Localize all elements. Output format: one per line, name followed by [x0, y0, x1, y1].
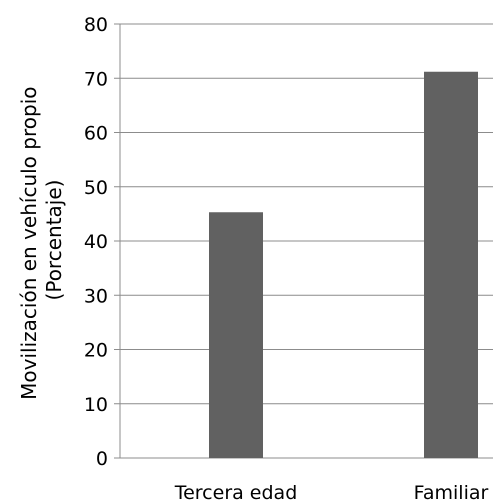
x-axis-labels: Tercera edad Familiar	[174, 482, 489, 501]
y-axis: 0 10 20 30 40 50 60 70 80	[84, 14, 121, 470]
bar-familiar	[424, 71, 478, 459]
y-tick-label: 80	[84, 14, 108, 36]
y-tick-label: 0	[96, 448, 108, 470]
y-tick-label: 20	[84, 340, 108, 362]
gridlines	[114, 23, 493, 459]
y-tick-label: 60	[84, 123, 108, 145]
y-tick-label: 70	[84, 68, 108, 90]
y-axis-label-line-2: (Porcentaje)	[42, 180, 66, 301]
x-category-label: Familiar	[414, 482, 489, 501]
bars	[209, 71, 478, 459]
y-tick-label: 30	[84, 285, 108, 307]
x-category-label: Tercera edad	[174, 482, 298, 501]
y-tick-label: 50	[84, 177, 108, 199]
y-axis-label: Movilización en vehículo propio (Porcent…	[17, 80, 66, 400]
y-axis-label-line-1: Movilización en vehículo propio	[17, 87, 41, 400]
y-tick-label: 40	[84, 231, 108, 253]
bar-tercera-edad	[209, 212, 263, 458]
y-tick-label: 10	[84, 394, 108, 416]
